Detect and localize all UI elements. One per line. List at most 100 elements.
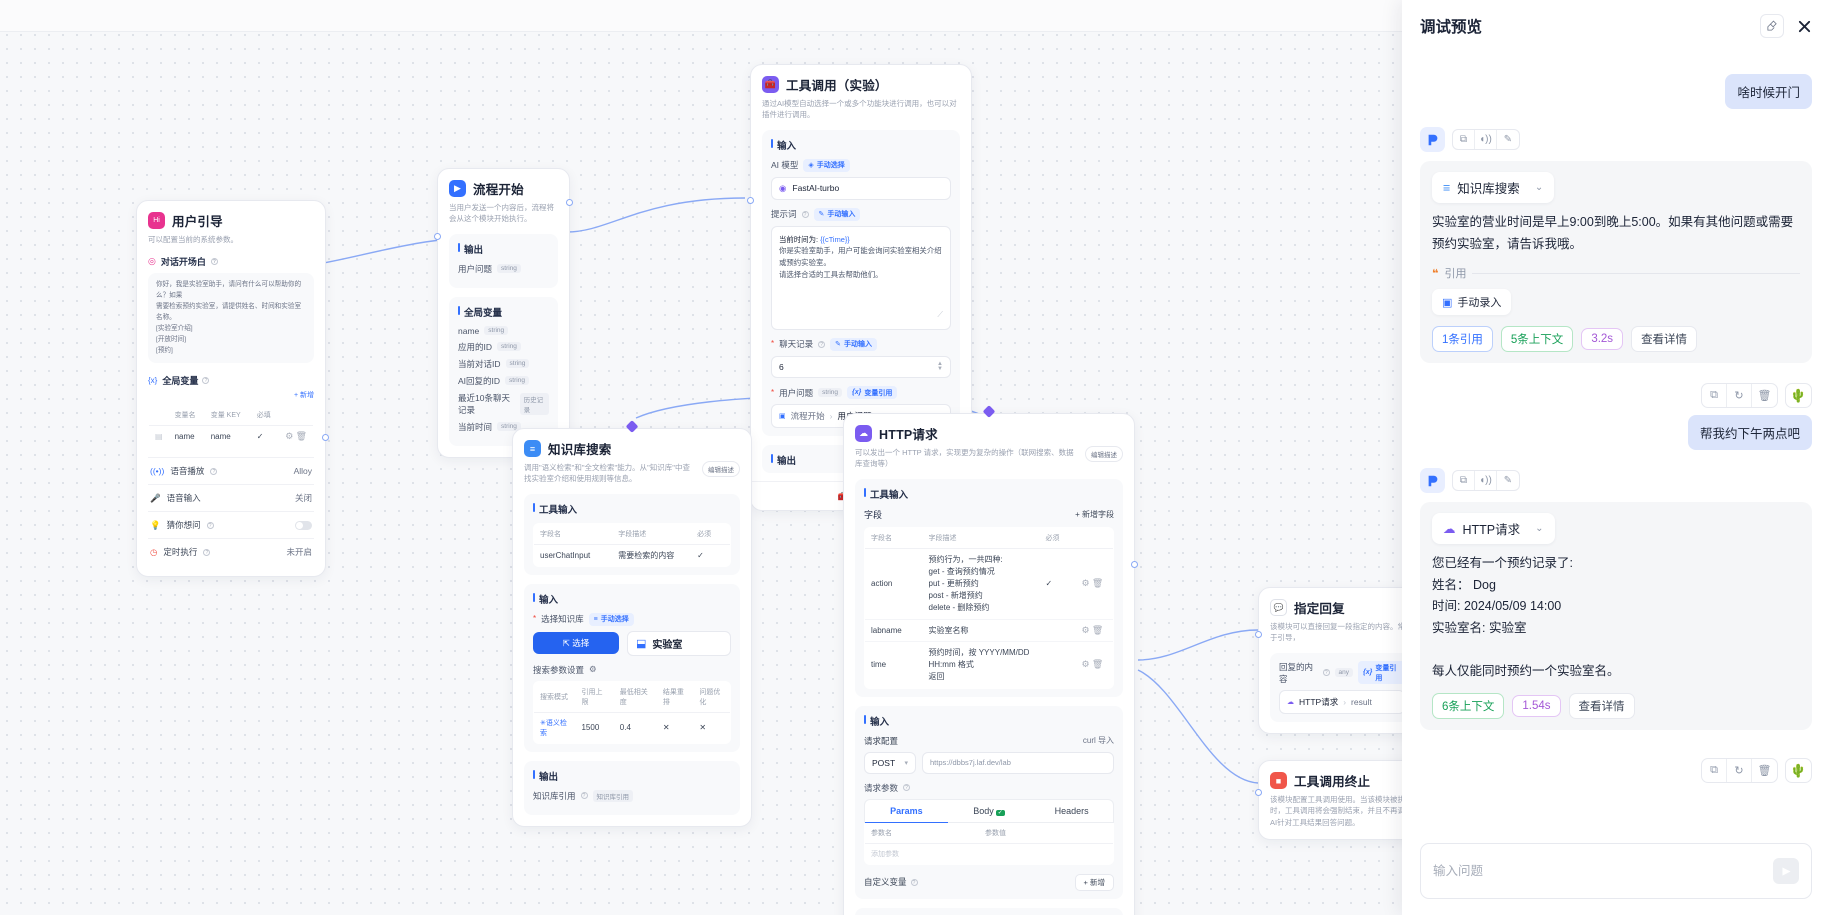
input-port[interactable]	[1255, 789, 1262, 796]
copy-icon[interactable]: ⧉	[1702, 759, 1727, 782]
tab-body[interactable]: Body ✓	[947, 800, 1031, 823]
add-global-button[interactable]: + 新增	[293, 392, 314, 400]
source-pill[interactable]: ≡ 知识库搜索 ⌄	[1432, 172, 1555, 203]
drag-handle-icon[interactable]: ▤	[155, 432, 163, 442]
node-http-request[interactable]: ☁ HTTP请求 可以发出一个 HTTP 请求，实现更为复杂的操作（联网搜索、数…	[843, 405, 1138, 915]
toggle-switch[interactable]	[295, 520, 312, 530]
table-row-empty[interactable]: 添加参数	[871, 850, 899, 858]
workflow-canvas[interactable]: Hi 用户引导 可以配置当前的系统参数。 ◎ 对话开场白 ? 你好，我是实验室助…	[0, 0, 1402, 915]
manual-select-badge[interactable]: ≡ 手动选择	[588, 612, 634, 626]
send-button[interactable]	[1773, 858, 1799, 884]
help-icon[interactable]: ?	[206, 521, 214, 529]
edit-icon[interactable]: ✎	[1503, 475, 1513, 486]
source-pill[interactable]: ☁ HTTP请求 ⌄	[1432, 513, 1555, 544]
chip-duration[interactable]: 3.2s	[1581, 328, 1624, 350]
edit-description-button[interactable]: 编辑描述	[702, 461, 740, 477]
node-anchor-icon[interactable]	[625, 420, 639, 433]
node-tool-stop[interactable]: ■ 工具调用终止 该模块配置工具调用使用。当该模块被执行时，工具调用将会强制结束…	[1255, 760, 1402, 840]
input-port[interactable]	[747, 197, 754, 204]
add-field-button[interactable]: + 新增字段	[1075, 509, 1114, 519]
method-select[interactable]: POST ▾	[864, 751, 916, 774]
tab-headers[interactable]: Headers	[1030, 800, 1114, 823]
user-actions[interactable]: ⧉ ↻ 🗑	[1701, 758, 1778, 783]
user-actions[interactable]: ⧉ ↻ 🗑	[1701, 383, 1778, 408]
help-icon[interactable]: ?	[910, 878, 918, 886]
chip-citations[interactable]: 1条引用	[1432, 326, 1493, 352]
manual-select-badge[interactable]: ◈ 手动选择	[803, 158, 850, 172]
delete-icon[interactable]: 🗑	[1091, 659, 1104, 669]
speaker-icon[interactable]: ◖))	[1475, 130, 1497, 149]
prompt-textarea[interactable]: 当前时间为: {{cTime}} 你是实验室助手，用户可能会询问实验室相关介绍或…	[771, 225, 951, 330]
add-custom-var-button[interactable]: + 新增	[1074, 873, 1114, 891]
help-icon[interactable]: ?	[818, 340, 826, 348]
output-port[interactable]	[322, 433, 329, 441]
input-port[interactable]	[434, 233, 441, 240]
chat-input[interactable]	[1433, 864, 1773, 878]
emoji-icon[interactable]: 🌵	[1785, 383, 1812, 408]
node-kb-search[interactable]: ≡ 知识库搜索 调用"语义检索"和"全文检索"能力。从"知识库"中查找实验室介绍…	[512, 420, 752, 827]
node-anchor-icon[interactable]	[982, 405, 996, 418]
help-icon[interactable]: ?	[801, 210, 809, 218]
resize-handle[interactable]: ⟋	[937, 309, 943, 319]
speaker-icon[interactable]: ◖))	[1475, 471, 1497, 490]
chat-input-bar[interactable]	[1420, 843, 1812, 899]
model-select[interactable]: ◉ FastAI-turbo	[771, 176, 951, 200]
assistant-actions[interactable]: ⧉ ◖)) ✎	[1452, 129, 1520, 150]
table-row[interactable]: ▤ name name ✓ ⚙ 🗑	[149, 426, 313, 448]
kb-selected-item[interactable]: ⬓ 实验室	[627, 630, 731, 656]
help-icon[interactable]: ?	[202, 377, 210, 385]
row-voice-input[interactable]: 🎤 语音输入 关闭	[148, 484, 314, 511]
chip-context[interactable]: 6条上下文	[1432, 693, 1505, 719]
chip-context[interactable]: 5条上下文	[1500, 326, 1574, 352]
row-scheduled-run[interactable]: ◷ 定时执行 ? 未开启	[148, 538, 314, 565]
help-icon[interactable]: ?	[1322, 669, 1330, 676]
curl-import-button[interactable]: curl 导入	[1082, 736, 1114, 745]
history-number-input[interactable]: 6 ▲ ▼	[771, 355, 951, 379]
url-input[interactable]: https://dbbs7j.laf.dev/lab	[922, 751, 1114, 774]
settings-icon[interactable]: ⚙	[1081, 578, 1090, 588]
stepper-icon[interactable]: ▲ ▼	[937, 360, 943, 373]
help-icon[interactable]: ?	[203, 548, 211, 556]
delete-icon[interactable]: 🗑	[1757, 390, 1772, 402]
row-guess-question[interactable]: 💡 猜你想问 ?	[148, 511, 314, 538]
variable-ref-badge[interactable]: {x} 变量引用	[847, 386, 898, 400]
settings-icon[interactable]: ⚙	[1081, 624, 1090, 635]
copy-icon[interactable]: ⧉	[1702, 384, 1727, 407]
output-port[interactable]	[566, 199, 573, 206]
delete-icon[interactable]: 🗑	[1757, 765, 1772, 777]
delete-icon[interactable]: 🗑	[295, 431, 307, 442]
manual-input-badge[interactable]: ✎ 手动输入	[830, 337, 878, 351]
close-button[interactable]	[1792, 14, 1816, 38]
emoji-icon[interactable]: 🌵	[1785, 758, 1812, 783]
help-icon[interactable]: ?	[580, 792, 588, 799]
chip-view-details[interactable]: 查看详情	[1631, 326, 1698, 352]
tab-params[interactable]: Params	[865, 800, 948, 823]
retry-icon[interactable]: ↻	[1727, 384, 1752, 407]
input-port[interactable]	[1255, 631, 1262, 638]
variable-ref-badge[interactable]: {x} 变量引用	[1358, 661, 1402, 684]
copy-icon[interactable]: ⧉	[1453, 471, 1475, 490]
quote-chip[interactable]: ▣ 手动录入	[1432, 289, 1512, 315]
row-voice-playback[interactable]: ((•)) 语音播放 ? Alloy	[148, 457, 314, 484]
gear-icon[interactable]: ⚙	[589, 664, 597, 674]
delete-icon[interactable]: 🗑	[1091, 578, 1104, 588]
chip-view-details[interactable]: 查看详情	[1568, 693, 1635, 719]
help-icon[interactable]: ?	[903, 784, 911, 791]
manual-input-badge[interactable]: ✎ 手动输入	[813, 207, 861, 221]
output-port[interactable]	[1131, 561, 1138, 568]
chip-duration[interactable]: 1.54s	[1512, 695, 1561, 717]
settings-icon[interactable]: ⚙	[285, 431, 294, 442]
node-user-guide[interactable]: Hi 用户引导 可以配置当前的系统参数。 ◎ 对话开场白 ? 你好，我是实验室助…	[136, 200, 329, 578]
delete-icon[interactable]: 🗑	[1091, 624, 1104, 635]
assistant-actions[interactable]: ⧉ ◖)) ✎	[1452, 470, 1520, 491]
retry-icon[interactable]: ↻	[1727, 759, 1752, 782]
edit-icon[interactable]: ✎	[1503, 134, 1513, 145]
chat-thread[interactable]: 啥时候开门 ⧉ ◖)) ✎ ≡ 知识库搜索 ⌄ 实验室的营业时间是早上9:00到…	[1402, 52, 1830, 843]
copy-icon[interactable]: ⧉	[1453, 130, 1475, 149]
clear-chat-button[interactable]	[1760, 14, 1784, 38]
edit-description-button[interactable]: 编辑描述	[1085, 446, 1123, 462]
node-flow-start[interactable]: ▶ 流程开始 当用户发送一个内容后，流程将会从这个模块开始执行。 输出 用户问题…	[434, 168, 573, 458]
select-kb-button[interactable]: ⇱ 选择	[533, 632, 619, 654]
node-assigned-reply[interactable]: 💬 指定回复 该模块可以直接回复一段指定的内容。常用于引导， 回复的内容 ? a…	[1255, 587, 1402, 734]
help-icon[interactable]: ?	[210, 467, 218, 475]
